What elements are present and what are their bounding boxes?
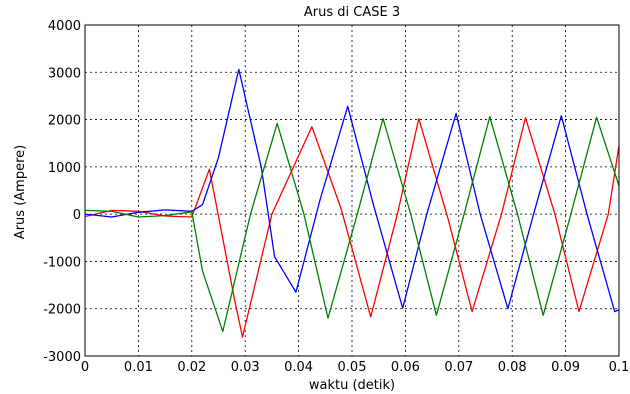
x-tick-label: 0.08 — [498, 360, 527, 375]
x-tick-label: 0.06 — [391, 360, 420, 375]
series-line-3 — [84, 116, 620, 333]
x-tick-label: 0.01 — [124, 360, 153, 375]
y-tick-label: 4000 — [48, 19, 81, 34]
series-line-1 — [84, 117, 620, 338]
series-line-2 — [84, 68, 620, 313]
x-tick-label: 0.04 — [284, 360, 313, 375]
series-layer — [84, 68, 620, 338]
y-tick-label: 3000 — [48, 66, 81, 81]
y-tick-label: -2000 — [43, 303, 81, 318]
x-tick-label: 0.1 — [609, 360, 630, 375]
x-tick-label: 0.09 — [551, 360, 580, 375]
plot-frame — [84, 24, 620, 357]
chart-title: Arus di CASE 3 — [304, 5, 400, 20]
y-tick-label: 2000 — [48, 114, 81, 129]
y-tick-label: 0 — [73, 208, 81, 223]
x-tick-label: 0.07 — [444, 360, 473, 375]
x-axis-label: waktu (detik) — [309, 378, 395, 393]
x-tick-label: 0.02 — [177, 360, 206, 375]
y-axis-label: Arus (Ampere) — [13, 145, 28, 239]
x-tick-label: 0.03 — [231, 360, 260, 375]
tick-labels: 0 0.01 0.02 0.03 0.04 0.05 0.06 0.07 0.08 0.09 0.1… — [43, 19, 629, 375]
x-tick-label: 0 — [81, 360, 89, 375]
y-tick-label: -3000 — [43, 350, 81, 365]
x-tick-label: 0.05 — [338, 360, 367, 375]
y-tick-label: 1000 — [48, 161, 81, 176]
y-tick-label: -1000 — [43, 255, 81, 270]
grid-lines — [85, 25, 619, 356]
